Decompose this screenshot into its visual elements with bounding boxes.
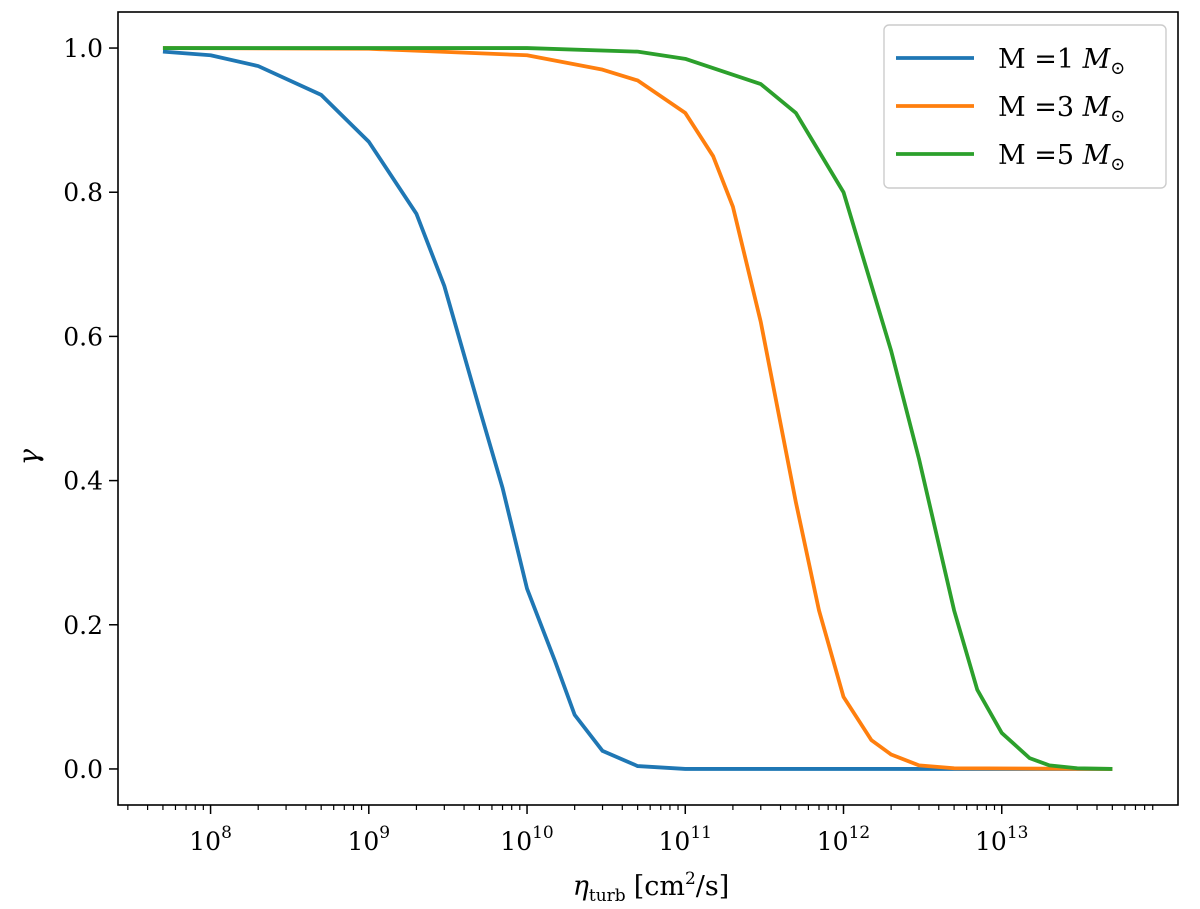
legend-box <box>883 24 1167 189</box>
series-line-3 <box>162 46 1113 771</box>
y-tick-label: 0.6 <box>63 322 103 351</box>
legend: M =1 M⊙ M =3 M⊙ M =5 M⊙ <box>883 24 1167 189</box>
y-axis: 0.0 0.2 0.4 0.6 0.8 1.0 <box>63 34 118 784</box>
x-tick-label: 1011 <box>659 823 712 856</box>
x-tick-label: 1013 <box>975 823 1028 856</box>
x-axis-label-symbol: η <box>573 871 589 902</box>
legend-label-1: M =1 M⊙ <box>998 44 1125 79</box>
y-tick-label: 0.0 <box>63 755 103 784</box>
x-axis-label-subscript: turb <box>589 886 626 906</box>
series-line-2 <box>162 46 1113 771</box>
y-axis-label: γ <box>14 448 45 465</box>
legend-label-3: M =5 M⊙ <box>998 140 1125 175</box>
y-tick-label: 0.8 <box>63 178 103 207</box>
x-tick-label: 1010 <box>500 823 553 856</box>
x-axis-label: ηturb [cm2/s] <box>573 869 730 906</box>
axes-frame <box>117 11 1179 806</box>
x-tick-label: 109 <box>347 823 390 856</box>
y-tick-label: 1.0 <box>63 34 103 63</box>
x-axis-label-superscript: 2 <box>685 869 696 889</box>
y-tick-label: 0.4 <box>63 467 103 496</box>
x-axis-label-units-tail: /s] <box>696 871 730 902</box>
x-axis-label-units: [cm <box>634 871 685 902</box>
y-tick-label: 0.2 <box>63 611 103 640</box>
x-tick-label: 108 <box>189 823 232 856</box>
x-axis: 108 109 1010 1011 1012 1013 <box>127 805 1154 856</box>
legend-label-2: M =3 M⊙ <box>998 92 1125 127</box>
chart-marks <box>162 46 1113 771</box>
legend-items: M =1 M⊙ M =3 M⊙ M =5 M⊙ <box>896 44 1125 175</box>
series-line-1 <box>162 49 1113 771</box>
x-tick-label: 1012 <box>817 823 870 856</box>
